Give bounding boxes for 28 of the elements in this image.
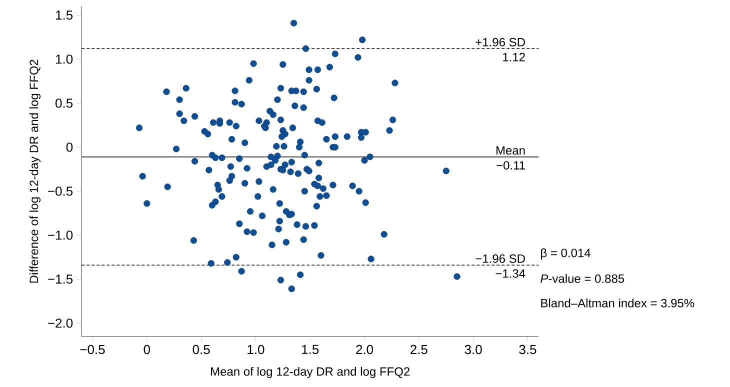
x-tick-label: 2.0 xyxy=(356,344,374,354)
ref-line-label: −1.96 SD xyxy=(476,254,525,263)
y-tick-label: −1.0 xyxy=(48,230,73,240)
x-tick-label: 3.5 xyxy=(519,344,536,354)
annotation: −1.34 xyxy=(496,269,526,278)
ref-line-label: Mean xyxy=(496,146,525,155)
text: β = 0.014 xyxy=(541,248,590,260)
x-tick-label: −0.5 xyxy=(80,344,105,354)
x-tick-label: 0.5 xyxy=(192,344,210,354)
y-tick-label: 0 xyxy=(66,142,73,152)
y-tick-label: 1.0 xyxy=(56,54,73,64)
y-tick-label: −1.5 xyxy=(48,274,73,284)
y-axis-title: Difference of log 12-day DR and log FFQ2 xyxy=(29,60,41,283)
y-tick-label: −2.0 xyxy=(48,318,73,328)
annotation: −0.11 xyxy=(496,161,525,170)
y-tick-label: 1.5 xyxy=(56,10,73,20)
x-tick-label: 3.0 xyxy=(464,344,482,354)
x-tick-label: 1.0 xyxy=(248,344,264,354)
y-tick-label: 0.5 xyxy=(56,98,73,108)
ref-line-label: +1.96 SD xyxy=(476,38,525,46)
text: P-value = 0.885 xyxy=(540,274,624,283)
x-axis-title: Mean of log 12-day DR and log FFQ2 xyxy=(211,366,410,378)
x-tick-label: 2.5 xyxy=(410,344,428,354)
x-tick-label: 0 xyxy=(144,344,150,354)
annotation: 1.12 xyxy=(503,52,525,62)
y-tick-label: −0.5 xyxy=(48,186,73,196)
x-tick-label: 1.5 xyxy=(302,344,319,354)
text: Bland–Altman index = 3.95% xyxy=(541,298,694,308)
